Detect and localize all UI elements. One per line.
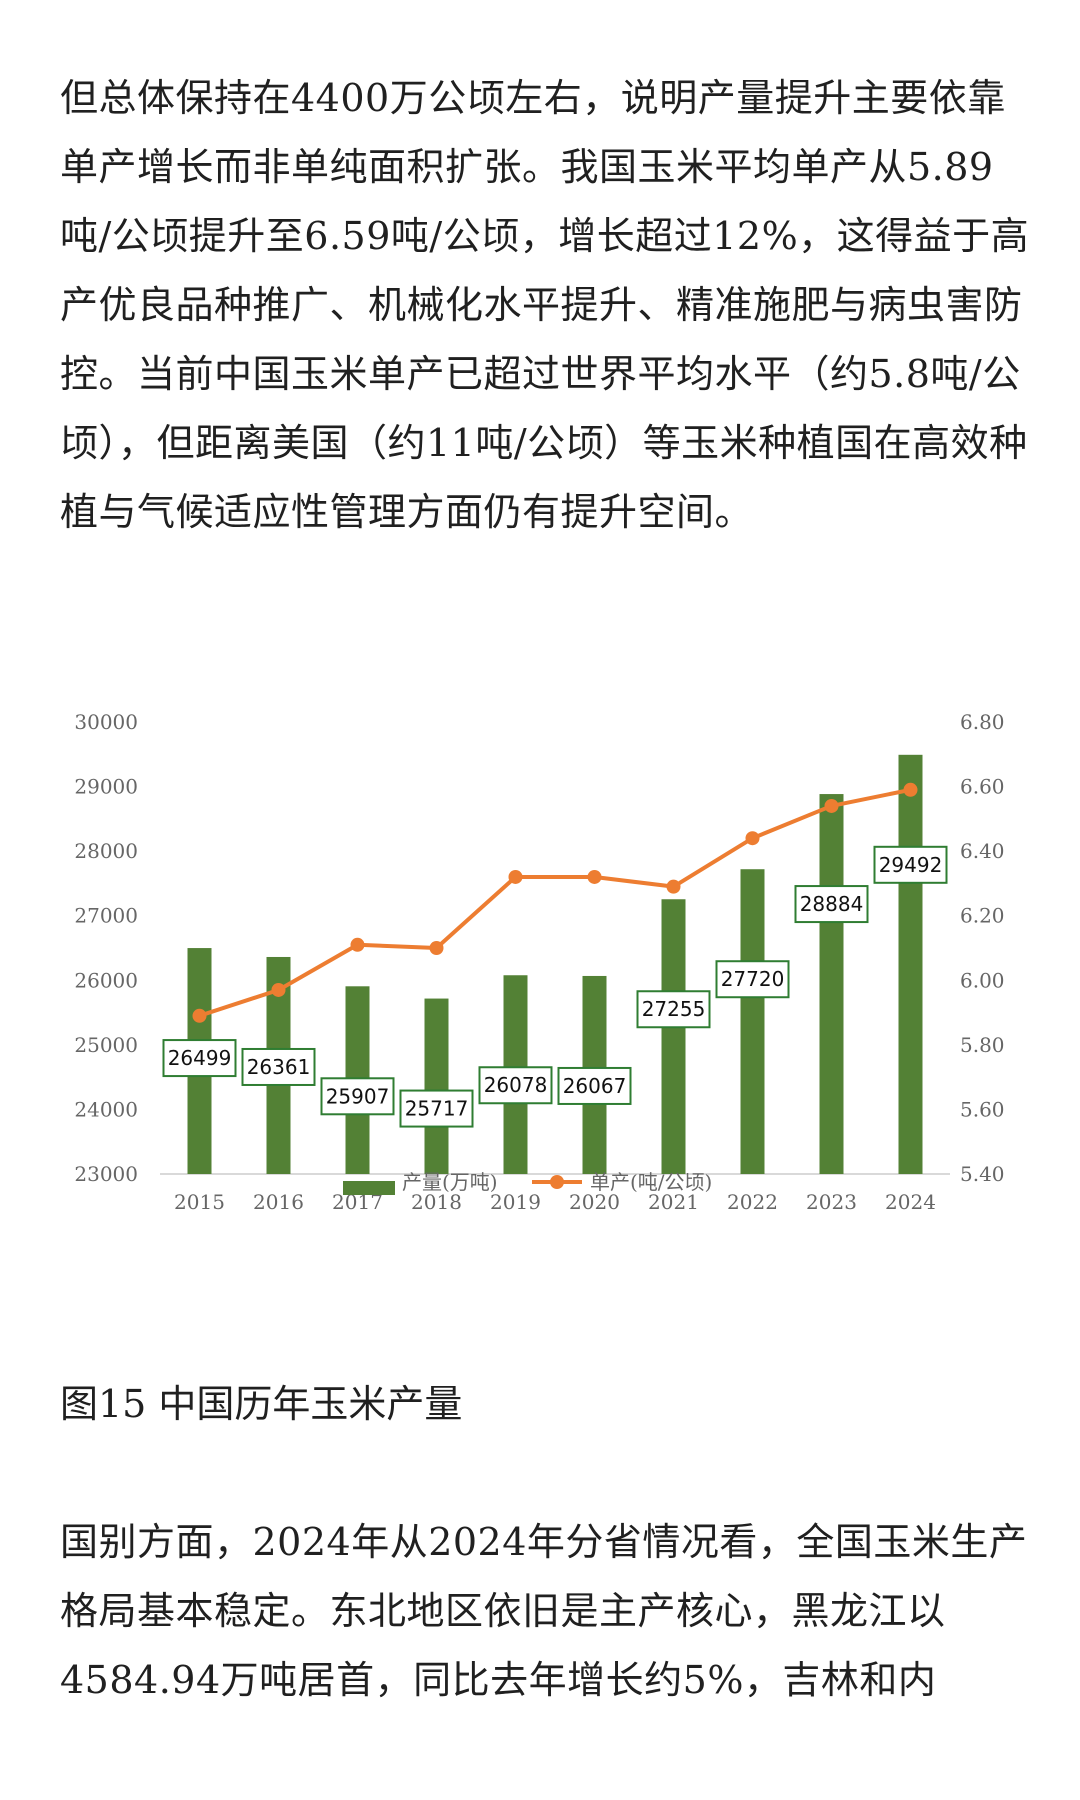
right-axis-tick-label: 6.40 <box>960 839 1005 863</box>
x-axis-ticks: 2015 2016 2017 2018 2019 2020 2021 2022 2023 2024 <box>174 1190 936 1214</box>
yield-point <box>192 1008 207 1023</box>
legend-production-label: 产量(万吨) <box>402 1170 498 1194</box>
legend-line-marker <box>550 1175 564 1189</box>
right-axis-tick-label: 5.40 <box>960 1162 1005 1186</box>
yield-point <box>666 879 681 894</box>
right-axis-tick-label: 5.60 <box>960 1097 1005 1121</box>
yield-point <box>903 782 918 797</box>
left-axis-tick-label: 30000 <box>74 710 138 734</box>
bar-data-label-box <box>636 990 711 1029</box>
bar-data-label: 29492 <box>879 853 943 877</box>
left-axis-tick-label: 25000 <box>74 1033 138 1057</box>
bar-data-label-box <box>241 1047 316 1086</box>
left-axis-tick-label: 28000 <box>74 839 138 863</box>
right-axis-tick-label: 6.60 <box>960 775 1005 799</box>
x-axis-tick-label: 2015 <box>174 1190 225 1214</box>
bar-data-labels: 26499 26361 25907 25717 26078 26067 27255 27720… <box>162 845 948 1128</box>
left-axis-tick-label: 29000 <box>74 775 138 799</box>
right-axis-tick-label: 6.20 <box>960 904 1005 928</box>
bar-data-label-box <box>162 1039 237 1078</box>
yield-point <box>508 869 523 884</box>
production-bar <box>898 754 923 1174</box>
x-axis-tick-label: 2019 <box>490 1190 541 1214</box>
right-axis-ticks: 5.40 5.60 5.80 6.00 6.20 6.40 6.60 6.80 <box>960 710 1005 1186</box>
article-paragraph-top: 但总体保持在4400万公顷左右，说明产量提升主要依靠单产增长而非单纯面积扩张。我… <box>60 76 1030 534</box>
production-bars <box>187 754 923 1174</box>
bar-data-label-box <box>399 1089 474 1128</box>
x-axis-tick-label: 2023 <box>806 1190 857 1214</box>
production-bar <box>740 869 765 1174</box>
corn-production-chart: 23000 24000 25000 26000 27000 28000 29000 30000… <box>74 710 1005 1214</box>
legend-yield-label: 单产(吨/公顷) <box>590 1170 712 1194</box>
yield-point <box>587 869 602 884</box>
bar-data-label: 26499 <box>168 1046 232 1070</box>
production-bar <box>819 794 844 1174</box>
bar-data-label-box <box>715 960 790 999</box>
yield-line-series <box>192 782 918 1023</box>
x-axis-tick-label: 2024 <box>885 1190 936 1214</box>
yield-point <box>350 937 365 952</box>
x-axis-tick-label: 2016 <box>253 1190 304 1214</box>
bar-data-label-box <box>794 885 869 924</box>
right-axis-tick-label: 6.80 <box>960 710 1005 734</box>
yield-point <box>824 798 839 813</box>
bar-data-label: 26067 <box>563 1074 627 1098</box>
yield-line <box>198 787 911 1018</box>
bar-data-label: 25907 <box>326 1084 390 1108</box>
bar-data-label-box <box>478 1066 553 1105</box>
left-axis-ticks: 23000 24000 25000 26000 27000 28000 29000 30000 <box>74 710 138 1186</box>
left-axis-tick-label: 24000 <box>74 1097 138 1121</box>
x-axis-tick-label: 2021 <box>648 1190 699 1214</box>
bar-data-label-box <box>873 845 948 884</box>
bar-data-label-box <box>320 1077 395 1116</box>
bar-data-label: 27720 <box>721 967 785 991</box>
chart-legend: 产量(万吨) 单产(吨/公顷) <box>343 1170 712 1195</box>
bar-data-label-box <box>557 1066 632 1105</box>
yield-point <box>429 941 444 955</box>
yield-point <box>271 982 286 997</box>
x-axis-tick-label: 2022 <box>727 1190 778 1214</box>
bar-data-label: 26361 <box>247 1055 311 1079</box>
x-axis-tick-label: 2020 <box>569 1190 620 1214</box>
bar-data-label: 27255 <box>642 997 706 1021</box>
legend-bar-swatch <box>343 1181 395 1195</box>
yield-point <box>745 831 760 846</box>
production-bar <box>661 899 686 1174</box>
left-axis-tick-label: 27000 <box>74 904 138 928</box>
figure-caption: 图15 中国历年玉米产量 <box>60 1382 463 1426</box>
left-axis-tick-label: 23000 <box>74 1162 138 1186</box>
production-bar <box>424 998 449 1174</box>
x-axis-tick-label: 2018 <box>411 1190 462 1214</box>
left-axis-tick-label: 26000 <box>74 968 138 992</box>
article-paragraph-bottom: 国别方面，2024年从2024年分省情况看，全国玉米生产格局基本稳定。东北地区依… <box>60 1520 1028 1702</box>
bar-data-label: 25717 <box>405 1097 469 1121</box>
bar-data-label: 28884 <box>800 892 864 916</box>
right-axis-tick-label: 5.80 <box>960 1033 1005 1057</box>
right-axis-tick-label: 6.00 <box>960 968 1005 992</box>
bar-data-label: 26078 <box>484 1073 548 1097</box>
